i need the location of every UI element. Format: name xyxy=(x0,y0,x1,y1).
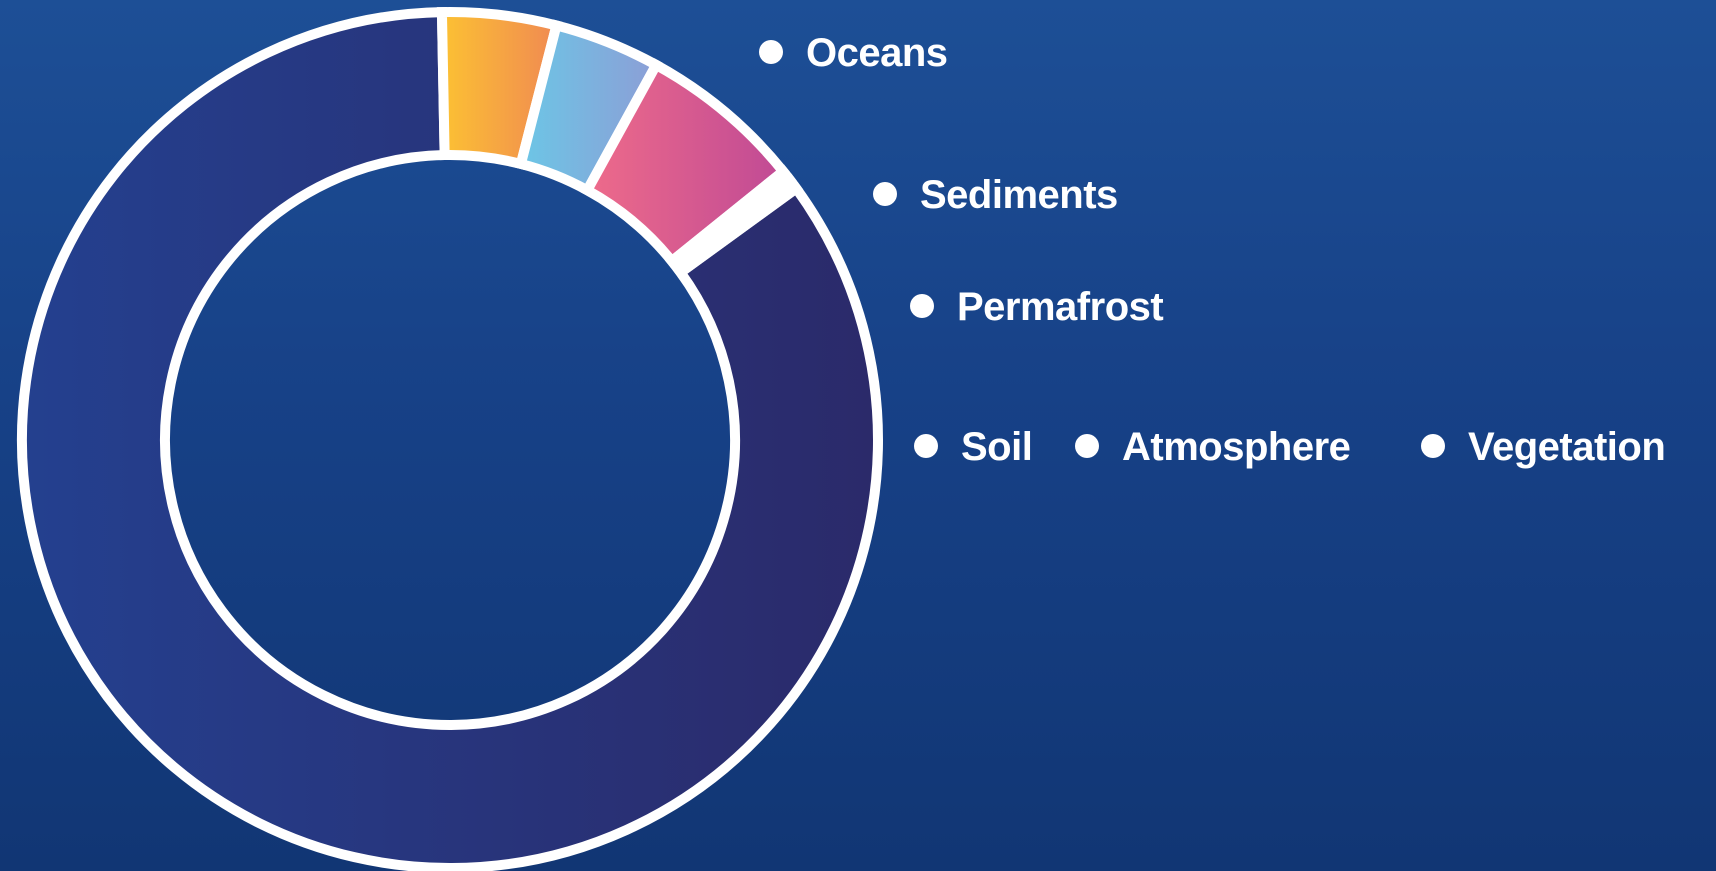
legend-dot xyxy=(914,434,938,458)
legend-item-permafrost: Permafrost xyxy=(910,285,1164,329)
legend-label: Oceans xyxy=(806,31,948,75)
slice-vegetation xyxy=(669,172,804,280)
legend-dot xyxy=(759,40,783,64)
legend-item-oceans: Oceans xyxy=(759,31,948,75)
legend-item-soil: Soil xyxy=(914,425,1033,469)
legend-dot xyxy=(910,294,934,318)
legend-dot xyxy=(873,182,897,206)
legend-dot xyxy=(1075,434,1099,458)
legend-item-sediments: Sediments xyxy=(873,173,1118,217)
legend-label: Vegetation xyxy=(1468,425,1665,469)
legend-label: Sediments xyxy=(920,173,1118,217)
legend-dot xyxy=(1421,434,1445,458)
legend-label: Permafrost xyxy=(957,285,1163,329)
slices-layer xyxy=(17,6,883,871)
legend-item-vegetation: Vegetation xyxy=(1421,425,1666,469)
legend-label: Soil xyxy=(961,425,1032,469)
legend: Oceans Sediments Permafrost Soil Atmosphere V… xyxy=(759,31,1666,469)
legend-item-atmosphere: Atmosphere xyxy=(1075,425,1351,469)
legend-label: Atmosphere xyxy=(1122,425,1350,469)
slice-oceans xyxy=(17,6,883,871)
